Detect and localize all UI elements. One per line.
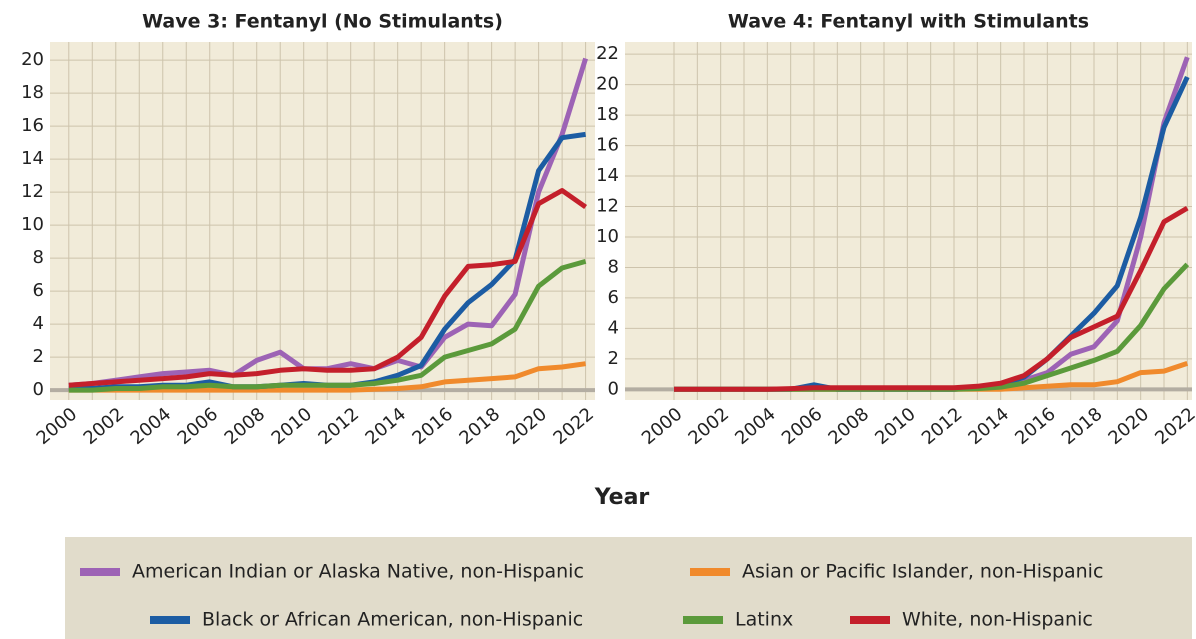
x-tick-label: 2002	[80, 404, 129, 450]
x-tick-label: 2010	[268, 404, 317, 450]
x-tick-label: 2018	[455, 404, 504, 450]
x-tick-label: 2002	[685, 404, 734, 450]
series-line	[68, 361, 586, 393]
y-tick-label: 14	[21, 148, 44, 169]
x-tick-label: 2012	[918, 404, 967, 450]
y-tick-label: 16	[596, 135, 619, 156]
chart-title: Wave 4: Fentanyl with Stimulants	[728, 11, 1089, 33]
y-tick-label: 2	[608, 348, 619, 369]
series-line	[68, 188, 588, 388]
y-tick-label: 10	[596, 226, 619, 247]
y-tick-label: 14	[596, 165, 619, 186]
y-tick-label: 12	[21, 181, 44, 202]
legend-label: Latinx	[735, 609, 793, 631]
y-tick-label: 12	[596, 196, 619, 217]
x-tick-label: 2022	[549, 404, 598, 450]
plot-area	[50, 42, 595, 400]
series-line	[68, 258, 587, 393]
x-tick-label: 2004	[731, 404, 780, 450]
y-tick-label: 16	[21, 115, 44, 136]
x-tick-label: 2014	[965, 404, 1014, 450]
x-tick-label: 2008	[221, 404, 270, 450]
legend-box	[65, 537, 1192, 639]
x-tick-label: 2022	[1151, 404, 1196, 450]
y-tick-label: 20	[21, 49, 44, 70]
y-tick-label: 8	[33, 247, 44, 268]
y-tick-label: 10	[21, 214, 44, 235]
legend-label: American Indian or Alaska Native, non-Hi…	[132, 561, 584, 583]
x-tick-label: 2012	[315, 404, 364, 450]
x-tick-label: 2006	[778, 404, 827, 450]
legend-label: Asian or Pacific Islander, non-Hispanic	[742, 561, 1103, 583]
x-tick-label: 2018	[1058, 404, 1107, 450]
x-tick-label: 2020	[1105, 404, 1154, 450]
x-tick-label: 2000	[33, 404, 82, 450]
y-tick-label: 20	[596, 74, 619, 95]
x-tick-label: 2020	[502, 404, 551, 450]
x-axis-label: Year	[594, 485, 650, 510]
y-tick-label: 6	[608, 287, 619, 308]
legend-label: White, non-Hispanic	[902, 609, 1093, 631]
x-tick-label: 2008	[825, 404, 874, 450]
plot-area	[625, 42, 1192, 400]
x-tick-label: 2004	[127, 404, 176, 450]
x-tick-label: 2010	[871, 404, 920, 450]
x-tick-label: 2014	[362, 404, 411, 450]
x-tick-label: 2016	[408, 404, 457, 450]
x-tick-label: 2006	[174, 404, 223, 450]
y-tick-label: 4	[33, 313, 44, 334]
x-tick-label: 2016	[1011, 404, 1060, 450]
legend-label: Black or African American, non-Hispanic	[202, 609, 583, 631]
y-tick-label: 6	[33, 280, 44, 301]
y-tick-label: 4	[608, 317, 619, 338]
chart-title: Wave 3: Fentanyl (No Stimulants)	[142, 11, 503, 33]
y-tick-label: 8	[608, 256, 619, 277]
y-tick-label: 0	[608, 378, 619, 399]
y-tick-label: 2	[33, 346, 44, 367]
y-tick-label: 0	[33, 379, 44, 400]
x-tick-label: 2000	[638, 404, 687, 450]
y-tick-label: 22	[596, 43, 619, 64]
y-tick-label: 18	[21, 82, 44, 103]
series-line	[674, 205, 1189, 392]
y-tick-label: 18	[596, 104, 619, 125]
